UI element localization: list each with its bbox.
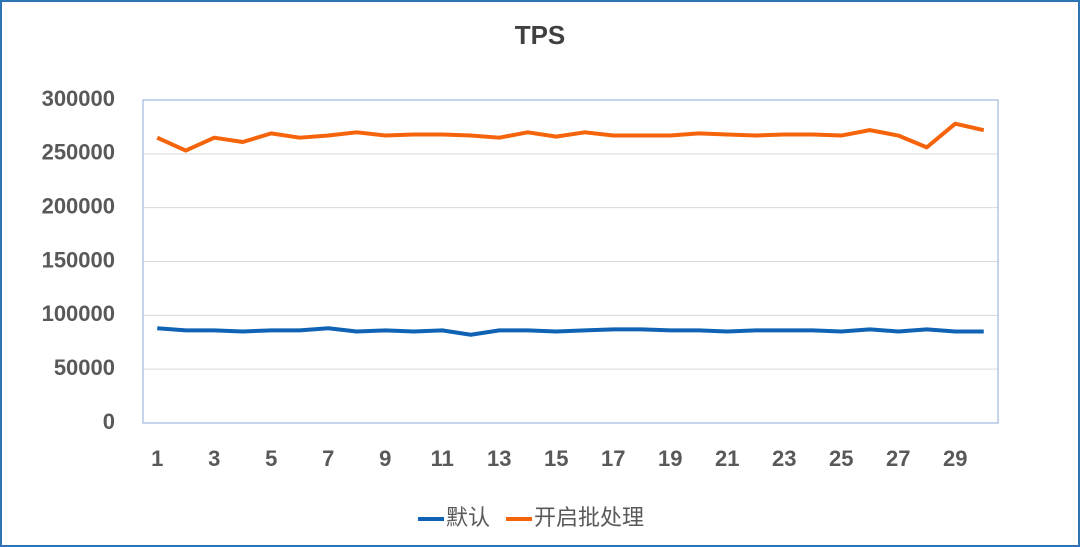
x-tick-label: 15 <box>544 446 568 471</box>
y-tick-label: 50000 <box>54 355 115 380</box>
x-tick-label: 1 <box>151 446 163 471</box>
x-tick-label: 23 <box>772 446 796 471</box>
x-tick-label: 21 <box>715 446 739 471</box>
x-tick-label: 19 <box>658 446 682 471</box>
y-tick-label: 0 <box>103 409 115 434</box>
legend-label: 开启批处理 <box>534 505 644 530</box>
chart-title: TPS <box>515 20 566 50</box>
x-tick-label: 17 <box>601 446 625 471</box>
y-tick-label: 300000 <box>42 86 115 111</box>
y-tick-label: 250000 <box>42 140 115 165</box>
legend-label: 默认 <box>446 505 490 530</box>
plot-area <box>142 99 999 424</box>
y-tick-label: 150000 <box>42 247 115 272</box>
x-tick-label: 11 <box>431 446 454 471</box>
x-tick-label: 25 <box>829 446 853 471</box>
series-line <box>157 326 984 337</box>
y-tick-label: 200000 <box>42 193 115 218</box>
x-tick-label: 9 <box>379 446 391 471</box>
x-tick-label: 29 <box>943 446 967 471</box>
x-tick-label: 3 <box>208 446 220 471</box>
y-tick-label: 100000 <box>42 301 115 326</box>
x-tick-label: 7 <box>322 446 334 471</box>
x-tick-label: 5 <box>265 446 277 471</box>
x-tick-label: 27 <box>886 446 910 471</box>
series-line <box>156 121 985 153</box>
x-tick-label: 13 <box>487 446 511 471</box>
